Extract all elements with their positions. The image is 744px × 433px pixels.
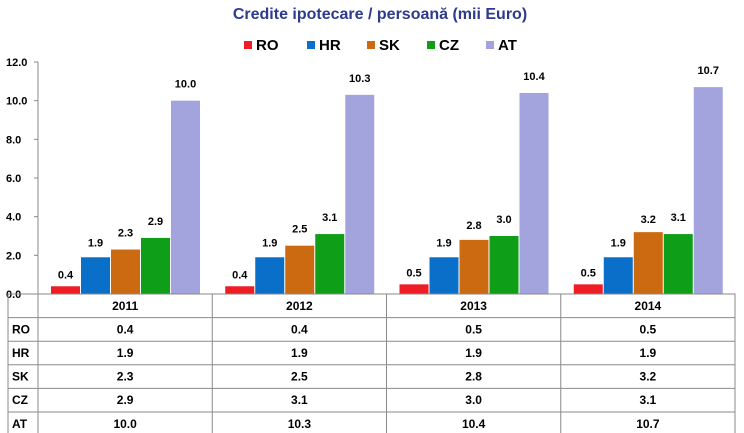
- bar-cz-2013: [489, 236, 519, 294]
- x-category-label: 2014: [635, 299, 662, 313]
- data-label-ro-2012: 0.4: [232, 269, 248, 281]
- y-tick-label: 10.0: [6, 96, 27, 108]
- legend-label-hr: HR: [319, 37, 341, 54]
- y-tick-label: 12.0: [6, 57, 27, 69]
- table-cell-sk-2011: 2.3: [117, 370, 134, 384]
- legend-swatch-at: [486, 41, 494, 49]
- data-label-at-2011: 10.0: [175, 79, 196, 91]
- table-row-label-at: AT: [12, 417, 28, 431]
- y-tick-label: 8.0: [6, 134, 21, 146]
- bar-sk-2013: [459, 239, 489, 294]
- data-label-ro-2014: 0.5: [581, 267, 596, 279]
- bar-sk-2012: [285, 245, 315, 294]
- table-cell-ro-2012: 0.4: [291, 322, 308, 336]
- data-label-at-2014: 10.7: [698, 65, 719, 77]
- data-label-cz-2012: 3.1: [322, 212, 337, 224]
- table-cell-at-2014: 10.7: [636, 417, 660, 431]
- table-cell-hr-2014: 1.9: [640, 346, 657, 360]
- table-cell-at-2011: 10.0: [113, 417, 137, 431]
- x-category-label: 2011: [112, 299, 138, 313]
- table-cell-cz-2012: 3.1: [291, 393, 308, 407]
- table-cell-sk-2012: 2.5: [291, 370, 308, 384]
- legend-swatch-cz: [427, 41, 435, 49]
- legend-swatch-hr: [307, 41, 315, 49]
- bar-cz-2012: [315, 234, 345, 294]
- table-cell-at-2012: 10.3: [288, 417, 312, 431]
- bar-hr-2014: [603, 257, 633, 294]
- data-label-sk-2014: 3.2: [641, 214, 656, 226]
- table-cell-ro-2013: 0.5: [465, 322, 482, 336]
- table-row-label-ro: RO: [12, 322, 30, 336]
- data-label-ro-2011: 0.4: [58, 269, 74, 281]
- data-label-sk-2011: 2.3: [118, 228, 133, 240]
- data-label-at-2012: 10.3: [349, 73, 370, 85]
- y-axis: 0.0 2.0 4.0 6.0 8.0 10.0 12.0: [6, 57, 39, 301]
- table-cell-at-2013: 10.4: [462, 417, 486, 431]
- bar-ro-2014: [573, 284, 603, 294]
- bar-ro-2012: [225, 286, 255, 294]
- table-cell-ro-2014: 0.5: [640, 322, 657, 336]
- table-cell-cz-2011: 2.9: [117, 393, 134, 407]
- table-cell-cz-2013: 3.0: [465, 393, 482, 407]
- data-label-cz-2011: 2.9: [148, 216, 163, 228]
- legend-label-at: AT: [498, 37, 517, 54]
- data-label-hr-2014: 1.9: [611, 237, 626, 249]
- y-tick-label: 0.0: [6, 289, 21, 301]
- bar-cz-2014: [663, 234, 693, 294]
- x-category-label: 2012: [286, 299, 313, 313]
- legend-label-sk: SK: [379, 37, 400, 54]
- bar-cz-2011: [141, 237, 170, 294]
- table-cell-hr-2011: 1.9: [117, 346, 134, 360]
- bar-at-2013: [519, 92, 549, 294]
- legend-label-ro: RO: [256, 37, 279, 54]
- bars: 0.4 1.9 2.3 2.9 10.0 0.4 1.9 2.5 3.1 10.3 0.5 1.9 2.…: [51, 65, 723, 295]
- data-label-sk-2013: 2.8: [466, 220, 481, 232]
- data-label-cz-2013: 3.0: [496, 214, 511, 226]
- table-cell-hr-2013: 1.9: [465, 346, 482, 360]
- y-tick-label: 6.0: [6, 173, 21, 185]
- table-cell-ro-2011: 0.4: [117, 322, 134, 336]
- bar-at-2011: [171, 100, 200, 295]
- table-row-label-sk: SK: [12, 370, 29, 384]
- bar-at-2012: [345, 94, 375, 294]
- x-category-label: 2013: [460, 299, 487, 313]
- bar-hr-2013: [429, 257, 459, 294]
- bar-ro-2011: [51, 286, 80, 294]
- legend-swatch-ro: [244, 41, 252, 49]
- legend: RO HR SK CZ AT: [244, 37, 517, 54]
- table-cell-cz-2014: 3.1: [640, 393, 657, 407]
- bar-hr-2011: [81, 257, 110, 294]
- table-row-label-cz: CZ: [12, 393, 28, 407]
- data-label-hr-2012: 1.9: [262, 237, 277, 249]
- table-row-label-hr: HR: [12, 346, 30, 360]
- y-tick-label: 4.0: [6, 212, 21, 224]
- bar-sk-2011: [111, 249, 140, 294]
- table-cell-sk-2014: 3.2: [640, 370, 657, 384]
- data-label-sk-2012: 2.5: [292, 224, 307, 236]
- data-label-at-2013: 10.4: [523, 71, 545, 83]
- bar-sk-2014: [633, 232, 663, 294]
- legend-label-cz: CZ: [439, 37, 459, 54]
- data-label-cz-2014: 3.1: [671, 212, 686, 224]
- table-cell-sk-2013: 2.8: [465, 370, 482, 384]
- data-table: 2011 2012 2013 2014 RO 0.4 0.4 0.5 0.5 HR 1.9 1.9 1.…: [7, 293, 736, 433]
- legend-swatch-sk: [367, 41, 375, 49]
- data-label-ro-2013: 0.5: [406, 267, 421, 279]
- data-label-hr-2011: 1.9: [88, 237, 103, 249]
- chart-title: Credite ipotecare / persoană (mii Euro): [233, 6, 527, 23]
- table-cell-hr-2012: 1.9: [291, 346, 308, 360]
- y-tick-label: 2.0: [6, 250, 21, 262]
- bar-ro-2013: [399, 284, 429, 294]
- bar-at-2014: [693, 87, 723, 294]
- bar-hr-2012: [255, 257, 285, 294]
- data-label-hr-2013: 1.9: [436, 237, 451, 249]
